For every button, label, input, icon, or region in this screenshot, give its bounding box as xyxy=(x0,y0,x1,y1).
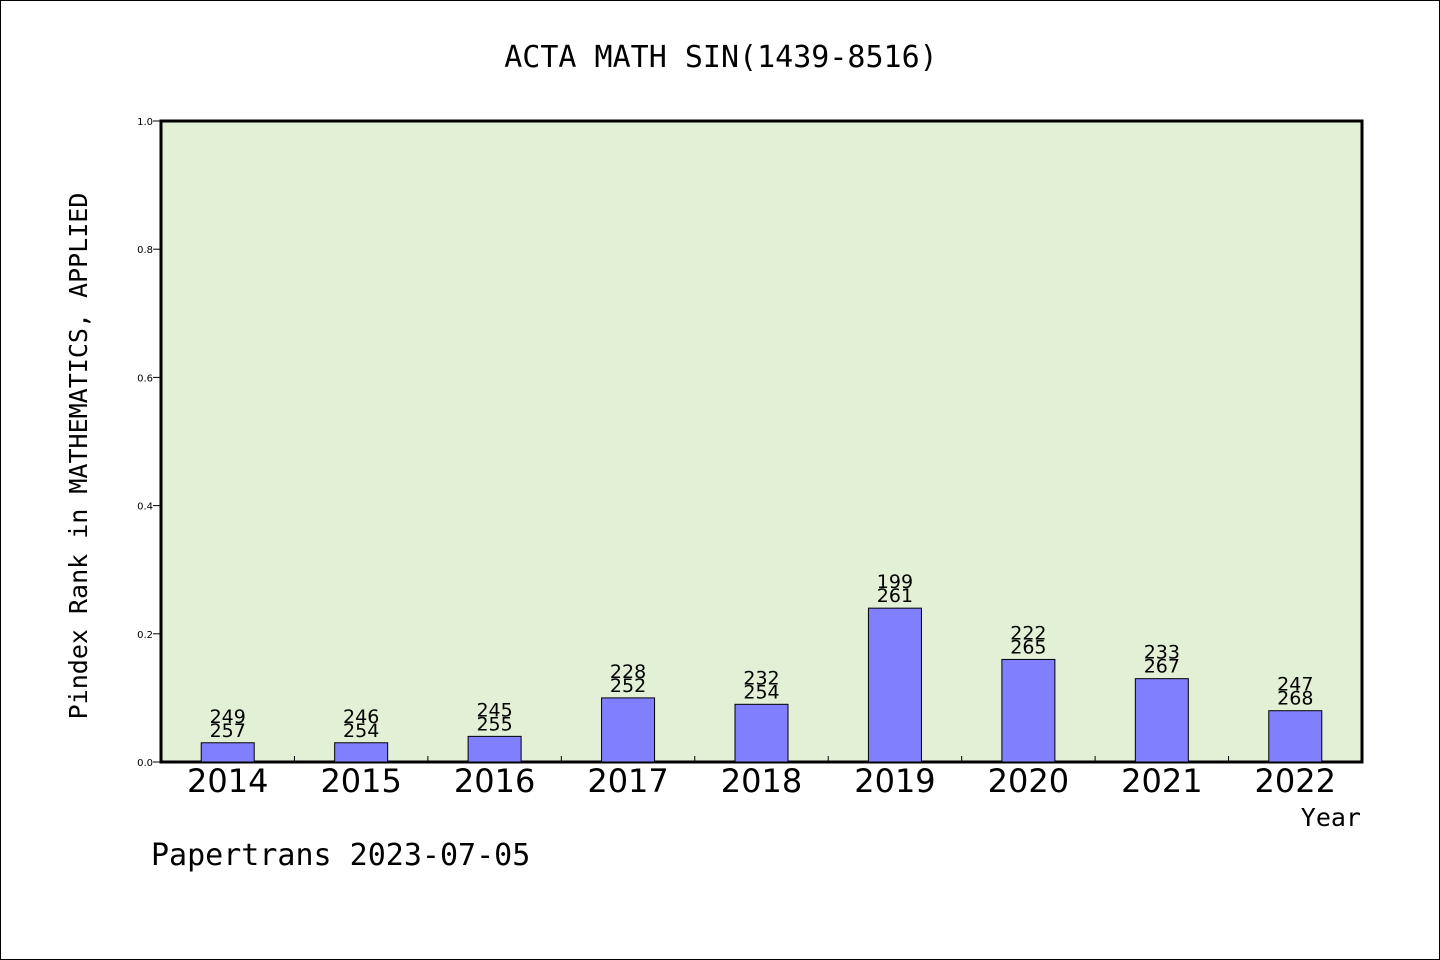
bar-total-label: 267 xyxy=(1144,656,1180,678)
y-tick-label: 0.8 xyxy=(137,245,153,256)
bar-total-label: 268 xyxy=(1277,688,1313,710)
x-tick-label: 2017 xyxy=(587,762,668,800)
bar-rank-label: 222 xyxy=(1010,622,1046,644)
x-tick-label: 2014 xyxy=(187,762,268,800)
bar-2014 xyxy=(200,742,255,763)
y-tick-label: 0.2 xyxy=(137,630,153,641)
x-tick-label: 2018 xyxy=(721,762,802,800)
bar-2020 xyxy=(1001,658,1056,763)
bar-rank-label: 247 xyxy=(1277,674,1313,696)
x-axis-label: Year xyxy=(1301,803,1361,832)
bar-total-label: 252 xyxy=(610,675,646,697)
bar-total-label: 254 xyxy=(343,720,379,742)
bar-rank-label: 246 xyxy=(343,706,379,728)
footer-credit: Papertrans 2023-07-05 xyxy=(151,838,530,873)
x-tick-label: 2019 xyxy=(854,762,935,800)
bar-total-label: 261 xyxy=(877,585,913,607)
y-tick-label: 0.0 xyxy=(137,758,153,769)
x-tick-label: 2022 xyxy=(1255,762,1336,800)
bar-rank-label: 233 xyxy=(1144,642,1180,664)
y-axis: 0.0 0.2 0.4 0.6 0.8 1.0 xyxy=(137,117,161,769)
x-tick-label: 2021 xyxy=(1121,762,1202,800)
bar-2022 xyxy=(1268,710,1323,763)
bar-rank-label: 228 xyxy=(610,661,646,683)
y-tick-label: 0.6 xyxy=(137,373,153,384)
bar-2018 xyxy=(734,703,789,763)
y-tick-label: 1.0 xyxy=(137,117,153,128)
chart-title: ACTA MATH SIN(1439-8516) xyxy=(504,40,937,75)
bar-2021 xyxy=(1134,678,1189,763)
bar-total-label: 254 xyxy=(743,681,779,703)
plot-area xyxy=(159,119,1364,764)
bar-rank-label: 245 xyxy=(476,699,512,721)
y-axis-label: Pindex Rank in MATHEMATICS, APPLIED xyxy=(64,193,93,720)
bar-total-label: 257 xyxy=(210,720,246,742)
bar-2017 xyxy=(601,697,656,763)
bar-rank-label: 249 xyxy=(210,706,246,728)
bar-rank-label: 232 xyxy=(743,667,779,689)
bar-2015 xyxy=(334,742,389,763)
x-tick-label: 2016 xyxy=(454,762,535,800)
bar-total-label: 255 xyxy=(476,713,512,735)
x-axis: 2014 2015 2016 2017 2018 2019 2020 2021 2022 xyxy=(187,756,1336,800)
bar-2019 xyxy=(867,607,922,763)
bar-2016 xyxy=(467,735,522,763)
y-tick-label: 0.4 xyxy=(137,502,153,513)
bar-rank-label: 199 xyxy=(877,571,913,593)
bar-total-label: 265 xyxy=(1010,636,1046,658)
x-tick-label: 2020 xyxy=(988,762,1069,800)
x-tick-label: 2015 xyxy=(320,762,401,800)
